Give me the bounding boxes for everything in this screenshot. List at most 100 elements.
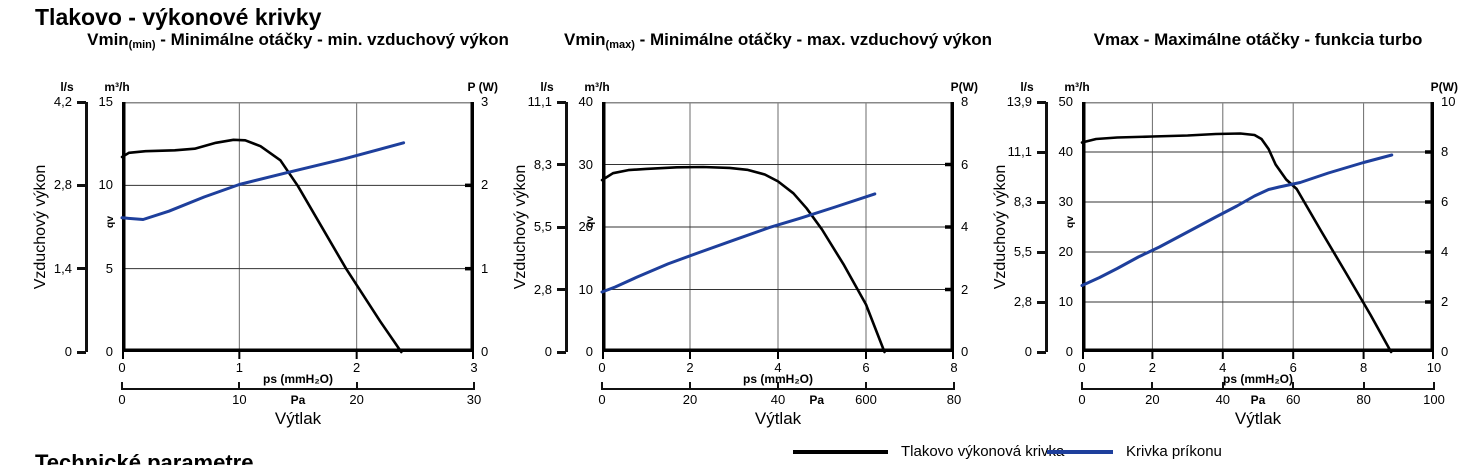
pa-tick xyxy=(1362,382,1365,390)
chart-title: Vmax - Maximálne otáčky - funkcia turbo xyxy=(1094,30,1423,51)
pw-tick-label: 0 xyxy=(961,344,969,359)
pa-tick-label: 600 xyxy=(855,392,877,407)
chart-vmax: Vmax - Maximálne otáčky - funkcia turbo l… xyxy=(985,30,1460,440)
chart-vmin-min: Vmin(min) - Minimálne otáčky - min. vzdu… xyxy=(25,30,509,440)
power-curve xyxy=(120,141,406,221)
ls-tick xyxy=(1037,200,1046,204)
pw-tick-label: 4 xyxy=(1441,244,1449,259)
flow-m3h-unit-label: m³/h xyxy=(584,80,610,94)
ls-tick-label: 0 xyxy=(544,344,552,359)
m3h-tick-label: 0 xyxy=(1065,344,1073,359)
flow-m3h-unit-label: m³/h xyxy=(1064,80,1090,94)
chart-title-sub: (min) xyxy=(128,39,156,51)
m3h-tick-label: 0 xyxy=(105,344,113,359)
legend-item-pressure: Tlakovo výkonová krivka xyxy=(793,443,1064,460)
pa-tick-label: 20 xyxy=(1145,392,1160,407)
ps-unit-label: ps (mmH₂O) xyxy=(742,372,814,386)
pa-tick xyxy=(777,382,779,390)
pressure-curve xyxy=(1080,132,1393,354)
m3h-tick-label: 40 xyxy=(578,94,593,109)
m3h-tick-label: 40 xyxy=(1058,144,1073,159)
ls-tick-label: 5,5 xyxy=(1013,244,1032,259)
m3h-tick-label: 30 xyxy=(578,156,593,172)
pa-tick-label: 30 xyxy=(466,392,482,407)
chart-title-main: Vmin xyxy=(87,30,129,49)
legend-item-power: Krivka príkonu xyxy=(1047,443,1222,460)
qv-label: qv xyxy=(1064,215,1076,229)
plot-svg xyxy=(120,102,474,359)
pa-tick-label: 0 xyxy=(598,392,606,407)
ls-tick-label: 8,3 xyxy=(1013,194,1032,209)
chart-title-main: Vmin xyxy=(563,30,606,49)
pa-tick xyxy=(1081,382,1083,390)
chart-vmin-max: Vmin(max) - Minimálne otáčky - max. vzdu… xyxy=(505,30,992,440)
legend-label-power: Krivka príkonu xyxy=(1126,443,1222,460)
y-axis-label: Vzduchový výkon xyxy=(992,164,1009,290)
ps-tick-label: 4 xyxy=(1219,360,1227,375)
pw-tick-label: 6 xyxy=(961,156,969,172)
ls-axis xyxy=(1045,102,1048,352)
pw-tick-label: 10 xyxy=(1441,94,1456,109)
m3h-tick-label: 30 xyxy=(1058,194,1073,209)
ls-tick xyxy=(77,267,86,271)
power-curve xyxy=(1080,153,1394,287)
chart-title-sub: (max) xyxy=(605,39,635,51)
ls-tick xyxy=(557,163,566,166)
plot-svg xyxy=(600,102,954,359)
ls-tick xyxy=(1037,150,1046,154)
x-axis-label: Výtlak xyxy=(1234,409,1282,428)
x-axis-label: Výtlak xyxy=(754,409,802,428)
legend-label-pressure: Tlakovo výkonová krivka xyxy=(901,443,1065,460)
ls-tick-label: 11,1 xyxy=(527,94,552,109)
x-axis-label: Výtlak xyxy=(274,409,322,428)
pa-tick-label: 40 xyxy=(770,392,786,407)
pa-tick xyxy=(121,382,123,390)
m3h-tick-label: 10 xyxy=(578,281,593,297)
pa-tick xyxy=(1433,382,1435,390)
power-line-swatch xyxy=(1047,449,1113,454)
pa-tick-label: 60 xyxy=(1285,392,1301,407)
ls-axis xyxy=(85,102,88,352)
flow-ls-unit-label: l/s xyxy=(540,80,554,94)
qv-label: qv xyxy=(104,215,116,229)
ls-tick-label: 0 xyxy=(64,344,72,359)
pw-tick-label: 1 xyxy=(481,260,489,276)
ps-tick-label: 8 xyxy=(950,360,958,375)
ps-unit-label: ps (mmH₂O) xyxy=(262,372,334,386)
ls-tick xyxy=(557,288,566,291)
pw-tick-label: 0 xyxy=(481,344,489,359)
ls-tick-label: 2,8 xyxy=(53,177,72,193)
pa-tick xyxy=(238,382,241,390)
power-unit-label: P(W) xyxy=(1430,80,1458,94)
m3h-tick-label: 5 xyxy=(105,260,113,276)
pa-tick-label: 20 xyxy=(682,392,698,407)
m3h-tick-label: 10 xyxy=(98,177,113,193)
ls-tick xyxy=(557,225,566,229)
ps-tick-label: 2 xyxy=(1148,360,1157,375)
ps-tick-label: 0 xyxy=(1078,360,1086,375)
pressure-line-swatch xyxy=(793,449,888,454)
chart-title: Vmin(min) - Minimálne otáčky - min. vzdu… xyxy=(87,30,509,51)
m3h-tick-label: 0 xyxy=(585,344,593,359)
ls-tick xyxy=(557,350,566,354)
ps-tick-label: 10 xyxy=(1426,360,1442,375)
ls-tick xyxy=(1037,100,1046,104)
chart-title-rest: - Minimálne otáčky - min. vzduchový výko… xyxy=(155,30,509,49)
ps-tick-label: 6 xyxy=(1289,360,1297,375)
pw-tick-label: 4 xyxy=(961,219,969,234)
ps-tick-label: 2 xyxy=(686,360,694,375)
power-curve xyxy=(600,192,877,294)
ls-tick xyxy=(557,100,566,104)
flow-m3h-unit-label: m³/h xyxy=(104,80,130,94)
ls-tick xyxy=(77,100,86,104)
pa-tick-label: 40 xyxy=(1215,392,1231,407)
pa-tick-label: 20 xyxy=(349,392,364,407)
plot-svg xyxy=(1080,102,1434,359)
ps-tick-label: 1 xyxy=(235,360,243,375)
power-unit-label: P (W) xyxy=(467,80,498,94)
pressure-curve xyxy=(120,138,403,354)
pw-tick-label: 0 xyxy=(1441,344,1449,359)
ls-tick-label: 13,9 xyxy=(1006,94,1032,109)
pw-tick-label: 2 xyxy=(481,177,489,193)
flow-ls-unit-label: l/s xyxy=(60,80,74,94)
